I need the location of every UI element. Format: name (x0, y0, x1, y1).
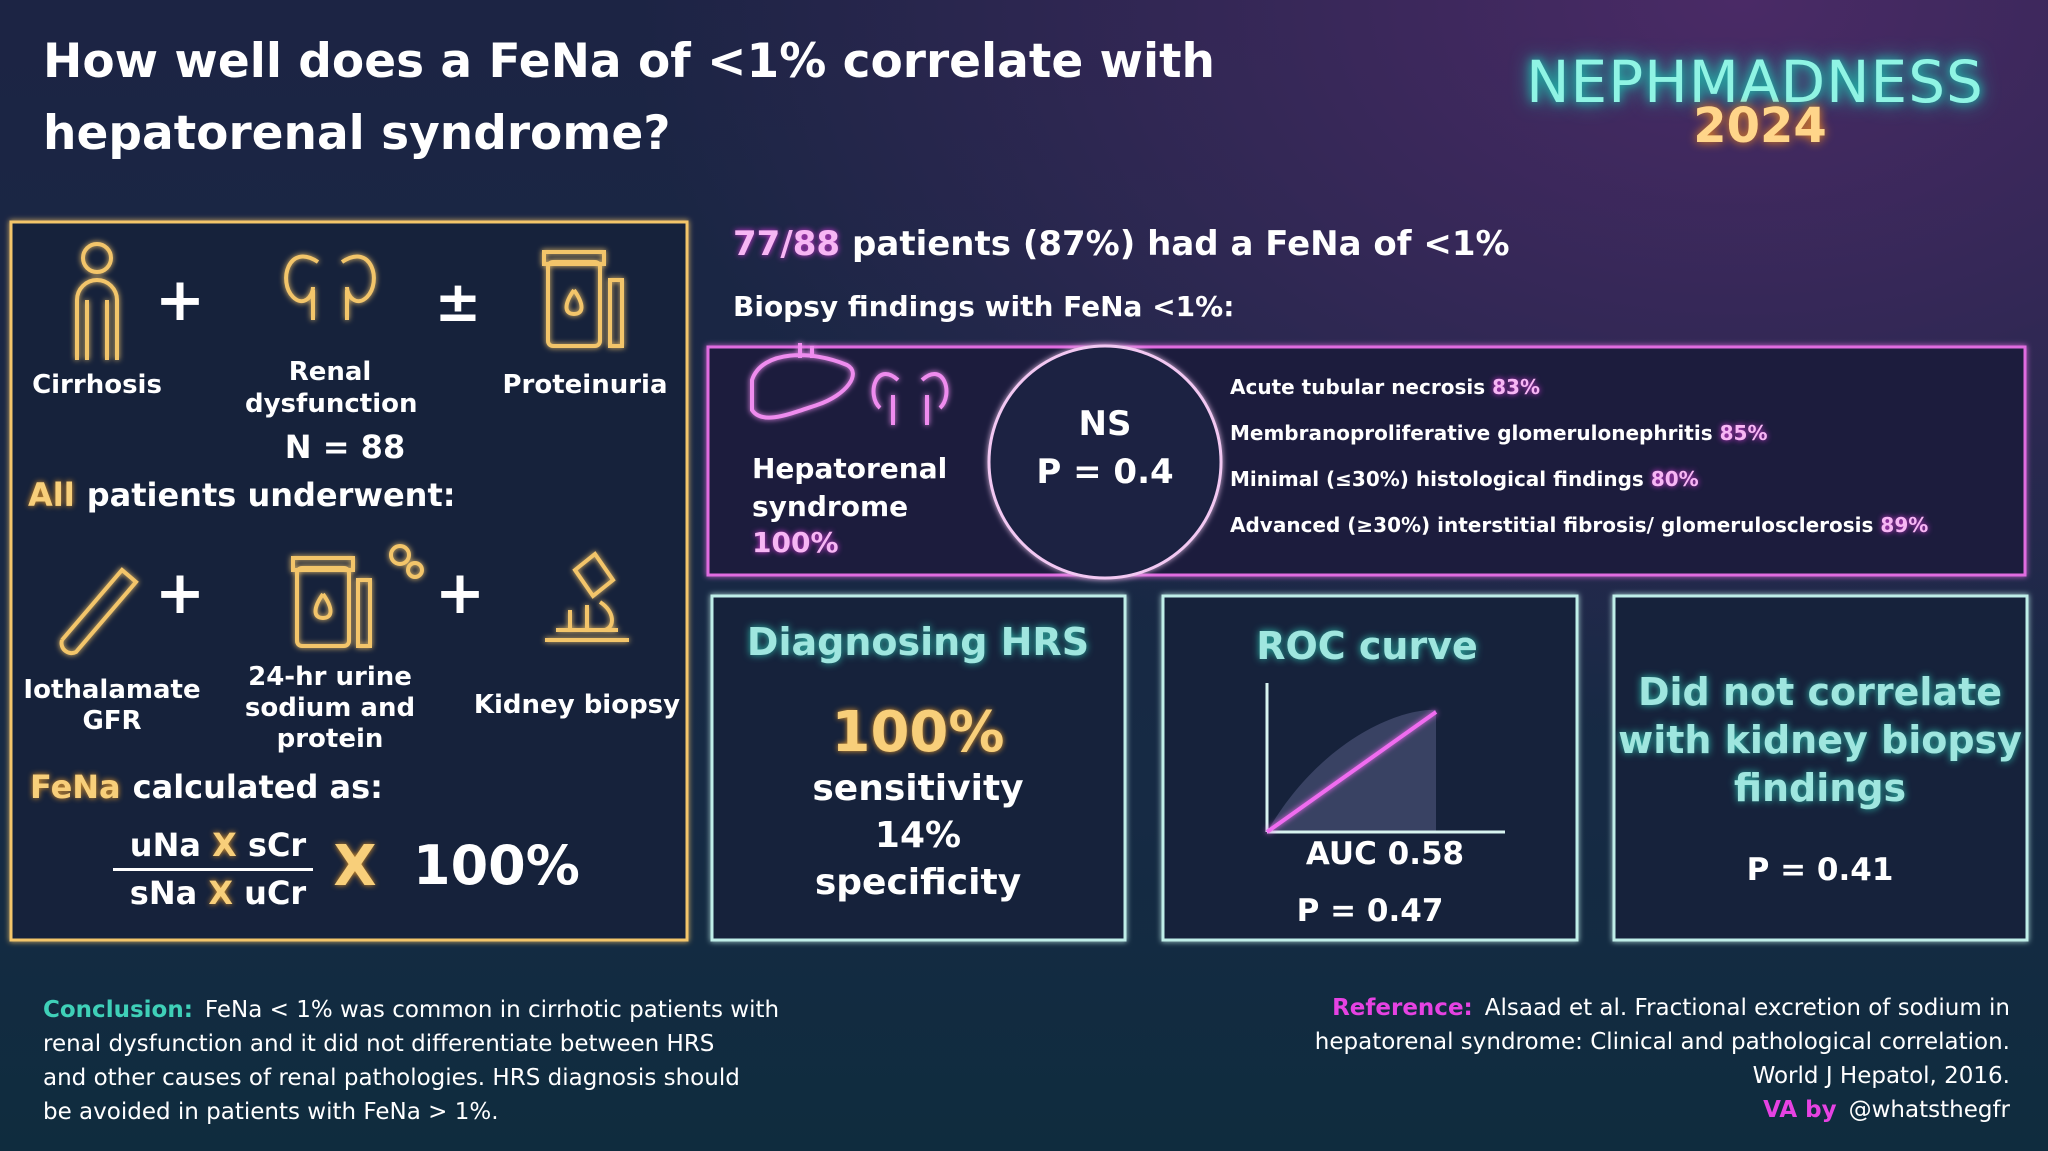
criterion: Cirrhosis (32, 370, 162, 400)
factor: 100% (413, 834, 580, 897)
circle (987, 344, 1223, 580)
text: patients (87%) had a FeNa of <1% (852, 224, 1510, 264)
panel-text: Did not correlate with kidney biopsy fin… (1618, 668, 2022, 812)
hrs-value: 100% (752, 526, 839, 559)
operator: ± (434, 270, 482, 335)
test: Iothalamate GFR (23, 675, 201, 736)
text-line: with kidney biopsy (1618, 718, 2022, 762)
operator: X (212, 826, 237, 864)
p-value: P = 0.41 (1746, 852, 1894, 888)
term: uCr (244, 874, 307, 912)
text: patients underwent: (86, 476, 456, 514)
finding-label: Acute tubular necrosis (1230, 375, 1486, 399)
title: How well does a FeNa of <1% correlate wi… (43, 26, 1215, 170)
operator: X (208, 874, 234, 912)
text-line: World J Hepatol, 2016. (1752, 1063, 2010, 1089)
credit: VA by @whatsthegfr (1315, 1093, 2010, 1127)
text-line: Conclusion: FeNa < 1% was common in cirrh… (43, 993, 779, 1027)
operator: X (333, 834, 377, 899)
finding: Minimal (≤30%) histological findings 80% (1230, 467, 1699, 491)
denominator: sNa X uCr (130, 874, 306, 912)
logo: NEPHMADNESS (1526, 48, 1984, 116)
title-line: hepatorenal syndrome? (43, 106, 671, 161)
handle: @whatsthegfr (1848, 1097, 2010, 1123)
highlight: All (28, 476, 75, 514)
roc-chart (1265, 683, 1505, 834)
label: specificity (814, 862, 1022, 903)
label: Conclusion: (43, 997, 193, 1023)
test: 24-hr urine sodium and protein (244, 662, 416, 754)
sample-size: N = 88 (284, 428, 406, 466)
finding-value: 80% (1650, 467, 1699, 491)
text-line: and other causes of renal pathologies. H… (43, 1065, 740, 1091)
headline: 77/88 patients (87%) had a FeNa of <1% (733, 224, 1510, 264)
sensitivity: 100% (831, 700, 1005, 765)
operator: + (154, 265, 206, 335)
text: calculated as: (132, 768, 383, 806)
term: sNa (129, 874, 198, 912)
label: sensitivity (812, 768, 1024, 809)
finding-label: Membranoproliferative glomerulonephritis (1230, 421, 1713, 445)
panel-title: Diagnosing HRS (746, 620, 1090, 664)
text-line: Reference: Alsaad et al. Fractional excre… (1315, 991, 2010, 1025)
finding-value: 85% (1719, 421, 1768, 445)
text: FeNa < 1% was common in cirrhotic patien… (204, 997, 780, 1023)
auc: AUC 0.58 (1305, 836, 1465, 872)
finding-label: Minimal (≤30%) histological findings (1230, 467, 1644, 491)
specificity: 14% (874, 815, 962, 856)
panel (1612, 594, 2029, 942)
subheading: Biopsy findings with FeNa <1%: (733, 290, 1235, 323)
icons (750, 343, 949, 425)
title-line: How well does a FeNa of <1% correlate wi… (43, 34, 1216, 89)
p-value: P = 0.4 (1036, 452, 1174, 492)
term: uNa (129, 826, 201, 864)
panel-title: ROC curve (1256, 624, 1478, 668)
reference: Reference: Alsaad et al. Fractional excre… (1315, 991, 2010, 1127)
term: sCr (247, 826, 307, 864)
numerator: uNa X sCr (130, 826, 306, 864)
finding-label: Advanced (≥30%) interstitial fibrosis/ g… (1230, 513, 1874, 537)
conclusion: Conclusion: FeNa < 1% was common in cirrh… (43, 993, 779, 1129)
criterion: Renal dysfunction (245, 357, 418, 419)
logo-year: 2024 (1693, 98, 1827, 154)
finding: Membranoproliferative glomerulonephritis… (1230, 421, 1767, 445)
text-line: be avoided in patients with FeNa > 1%. (43, 1099, 499, 1125)
text-line: hepatorenal syndrome: Clinical and patho… (1314, 1029, 2010, 1055)
criterion: Proteinuria (502, 370, 668, 400)
finding-value: 83% (1492, 375, 1540, 399)
comparison: NS (1078, 404, 1132, 444)
finding-value: 89% (1880, 513, 1929, 537)
heading: FeNa calculated as: (30, 768, 383, 806)
label: VA by (1763, 1097, 1837, 1123)
finding: Advanced (≥30%) interstitial fibrosis/ g… (1230, 513, 1928, 537)
test: Kidney biopsy (473, 690, 681, 720)
operator: + (154, 558, 206, 628)
heading: All patients underwent: (28, 476, 456, 514)
text: Alsaad et al. Fractional excretion of so… (1484, 995, 2010, 1021)
panel (710, 594, 1127, 942)
p-value: P = 0.47 (1296, 893, 1444, 929)
operator: + (434, 558, 486, 628)
icons (59, 242, 629, 656)
highlight: FeNa (30, 768, 121, 806)
text-line: findings (1733, 766, 1907, 810)
hrs-label: Hepatorenal syndrome (752, 452, 948, 523)
biopsy-panel (706, 345, 2027, 577)
fraction-bar (113, 868, 313, 871)
highlight: 77/88 (733, 224, 841, 264)
label: Reference: (1332, 995, 1473, 1021)
finding: Acute tubular necrosis 83% (1230, 375, 1540, 399)
text-line: Did not correlate (1637, 670, 2003, 714)
text-line: renal dysfunction and it did not differe… (43, 1031, 715, 1057)
